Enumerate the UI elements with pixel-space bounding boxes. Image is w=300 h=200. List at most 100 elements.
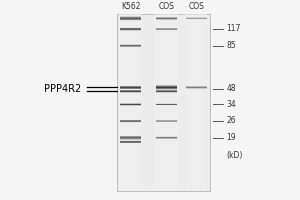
Bar [156, 137, 177, 138]
Bar [155, 14, 178, 191]
Bar [186, 18, 207, 19]
Bar [186, 88, 207, 89]
Bar [156, 88, 177, 89]
Bar [120, 90, 141, 91]
Bar [117, 14, 210, 191]
Bar [120, 20, 141, 21]
Bar [156, 88, 177, 89]
Bar [186, 17, 207, 18]
Bar [120, 105, 141, 106]
Bar [120, 28, 141, 29]
Bar [156, 85, 177, 86]
Bar [120, 121, 141, 122]
Bar [120, 142, 141, 143]
Bar [120, 139, 141, 140]
Bar [156, 19, 177, 20]
Bar [156, 90, 177, 91]
Bar [120, 104, 141, 105]
Bar [186, 87, 207, 88]
Bar [186, 87, 207, 88]
Bar [120, 30, 141, 31]
Bar [120, 17, 141, 18]
Bar [156, 121, 177, 122]
Bar [156, 18, 177, 19]
Bar [120, 104, 141, 105]
Bar [120, 30, 141, 31]
Bar [156, 90, 177, 91]
Bar [156, 28, 177, 29]
Bar [186, 86, 207, 87]
Bar [186, 17, 207, 18]
Bar [120, 87, 141, 88]
Bar [120, 91, 141, 92]
Bar [156, 91, 177, 92]
Bar [120, 120, 141, 121]
Bar [120, 44, 141, 45]
Bar [156, 91, 177, 92]
Text: COS: COS [158, 2, 174, 11]
Bar [156, 103, 177, 104]
Bar [156, 120, 177, 121]
Bar [156, 87, 177, 88]
Bar [120, 105, 141, 106]
Bar [120, 105, 141, 106]
Bar [120, 87, 141, 88]
Bar [156, 18, 177, 19]
Bar [120, 136, 141, 137]
Bar [120, 104, 141, 105]
Bar [156, 29, 177, 30]
Bar [156, 29, 177, 30]
Text: (kD): (kD) [226, 151, 242, 160]
Bar [156, 19, 177, 20]
Bar [156, 121, 177, 122]
Bar [156, 138, 177, 139]
Bar [120, 88, 141, 89]
Bar [156, 105, 177, 106]
Bar [156, 138, 177, 139]
Bar [120, 45, 141, 46]
Bar [120, 139, 141, 140]
Bar [120, 90, 141, 91]
Bar [120, 121, 141, 122]
Bar [156, 136, 177, 137]
Bar [186, 18, 207, 19]
Bar [120, 137, 141, 138]
Bar [120, 122, 141, 123]
Bar [120, 44, 141, 45]
Bar [156, 104, 177, 105]
Bar [120, 86, 141, 87]
Bar [156, 120, 177, 121]
Bar [120, 142, 141, 143]
Bar [120, 30, 141, 31]
Bar [120, 103, 141, 104]
Bar [120, 140, 141, 141]
Bar [156, 104, 177, 105]
Text: 85: 85 [226, 41, 236, 50]
Text: 117: 117 [226, 24, 241, 33]
Bar [120, 92, 141, 93]
Bar [120, 104, 141, 105]
Bar [186, 19, 207, 20]
Bar [156, 17, 177, 18]
Bar [156, 85, 177, 86]
Bar [120, 18, 141, 19]
Bar [156, 86, 177, 87]
Bar [120, 27, 141, 28]
Text: 19: 19 [226, 133, 236, 142]
Bar [156, 28, 177, 29]
Bar [156, 19, 177, 20]
Bar [156, 121, 177, 122]
Bar [120, 92, 141, 93]
Bar [120, 16, 141, 17]
Bar [120, 121, 141, 122]
Bar [156, 137, 177, 138]
Bar [120, 46, 141, 47]
Bar [120, 141, 141, 142]
Bar [120, 19, 141, 20]
Bar [120, 138, 141, 139]
Bar [120, 91, 141, 92]
Bar [119, 14, 142, 191]
Bar [156, 89, 177, 90]
Bar [120, 120, 141, 121]
Bar [156, 90, 177, 91]
